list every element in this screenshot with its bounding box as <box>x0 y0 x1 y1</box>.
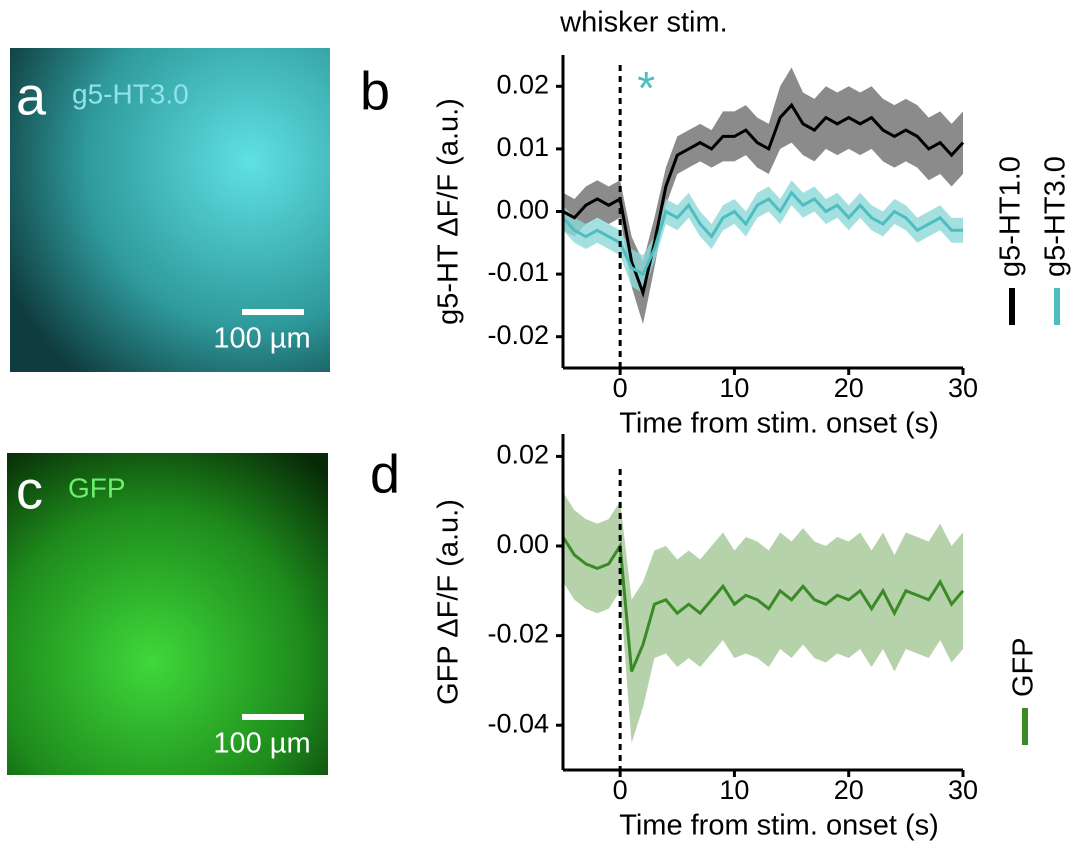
x-axis-label: Time from stim. onset (s) <box>619 810 939 842</box>
error-band <box>563 67 963 325</box>
x-tick-label: 20 <box>834 775 864 805</box>
scale-label: 100 µm <box>213 323 310 355</box>
x-tick-label: 0 <box>613 775 628 805</box>
image-label: GFP <box>68 472 126 503</box>
y-tick-label: -0.04 <box>487 708 549 738</box>
image-c <box>7 453 328 775</box>
x-tick-label: 30 <box>948 373 978 403</box>
legend-label: g5-HT3.0 <box>1040 156 1072 277</box>
x-axis-label: Time from stim. onset (s) <box>619 408 939 440</box>
y-axis-label: GFP ΔF/F (a.u.) <box>433 499 465 705</box>
panel-letter: b <box>360 61 390 121</box>
image-a <box>10 48 330 372</box>
x-tick-label: 10 <box>719 373 749 403</box>
y-tick-label: 0.00 <box>496 529 549 559</box>
y-tick-label: -0.02 <box>487 619 549 649</box>
mean-line <box>561 190 963 277</box>
x-tick-label: 30 <box>948 775 978 805</box>
image-label: g5-HT3.0 <box>72 78 189 109</box>
mean-line <box>561 536 965 673</box>
y-tick-label: 0.02 <box>496 440 549 470</box>
y-tick-label: 0.02 <box>496 69 549 99</box>
legend-label: GFP <box>1008 637 1040 697</box>
panel-letter: d <box>370 444 400 504</box>
legend-label: g5-HT1.0 <box>995 156 1027 277</box>
significance-marker: * <box>637 62 655 114</box>
x-tick-label: 10 <box>719 775 749 805</box>
y-axis-label: g5-HT ΔF/F (a.u.) <box>433 98 465 325</box>
panel-letter: a <box>16 66 47 126</box>
y-tick-label: -0.02 <box>487 320 549 350</box>
panel-letter: c <box>16 460 43 520</box>
x-tick-label: 0 <box>613 373 628 403</box>
y-tick-label: 0.00 <box>496 195 549 225</box>
error-band <box>563 492 963 744</box>
mean-line <box>562 102 965 299</box>
annotation-title: whisker stim. <box>559 7 728 39</box>
scale-label: 100 µm <box>213 728 310 760</box>
y-tick-label: -0.01 <box>487 257 549 287</box>
y-tick-label: 0.01 <box>496 132 549 162</box>
x-tick-label: 20 <box>834 373 864 403</box>
